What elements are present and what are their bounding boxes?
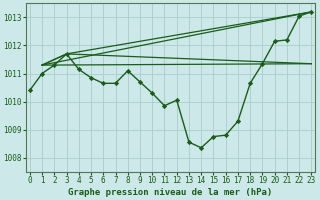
X-axis label: Graphe pression niveau de la mer (hPa): Graphe pression niveau de la mer (hPa) xyxy=(68,188,273,197)
